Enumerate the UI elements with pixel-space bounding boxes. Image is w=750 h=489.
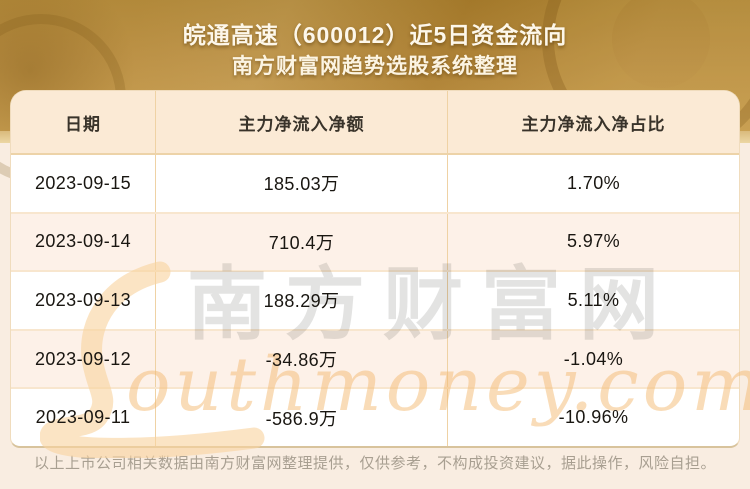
table-row: 2023-09-15 185.03万 1.70% — [11, 153, 739, 212]
cell-net-inflow: 710.4万 — [156, 213, 448, 271]
table-row: 2023-09-14 710.4万 5.97% — [11, 211, 739, 271]
cell-net-inflow: 188.29万 — [156, 272, 448, 329]
cell-net-inflow-ratio: -1.04% — [563, 348, 624, 369]
cell-net-inflow-ratio: 5.97% — [566, 231, 621, 252]
footer-disclaimer: 以上上市公司相关数据由南方财富网整理提供，仅供参考，不构成投资建议，据此操作，风… — [33, 455, 716, 472]
cell-net-inflow: 185.03万 — [156, 155, 448, 212]
cell-date: 2023-09-13 — [11, 272, 156, 329]
table-row: 2023-09-11 -586.9万 -10.96% — [11, 387, 739, 446]
cell-net-inflow-ratio: -10.96% — [558, 407, 629, 428]
cell-date: 2023-09-12 — [11, 330, 156, 388]
cell-net-inflow-ratio: 1.70% — [566, 172, 621, 193]
cell-date: 2023-09-14 — [11, 213, 156, 271]
cell-date: 2023-09-11 — [11, 389, 156, 446]
table-row: 2023-09-12 -34.86万 -1.04% — [11, 328, 739, 388]
fund-flow-table: 日期 主力净流入净额 主力净流入净占比 2023-09-15 185.03万 1… — [10, 90, 740, 448]
cell-net-inflow-ratio: 5.11% — [567, 289, 620, 310]
table-header-row: 日期 主力净流入净额 主力净流入净占比 — [11, 91, 739, 153]
cell-net-inflow: -34.86万 — [156, 330, 448, 388]
column-header-date: 日期 — [11, 91, 156, 153]
page-title: 皖通高速（600012）近5日资金流向 — [182, 22, 568, 48]
table-row: 2023-09-13 188.29万 5.11% — [11, 270, 739, 329]
cell-date: 2023-09-15 — [11, 155, 156, 212]
cell-net-inflow: -586.9万 — [156, 389, 448, 446]
column-header-net-inflow-ratio: 主力净流入净占比 — [521, 114, 666, 134]
page-subtitle: 南方财富网趋势选股系统整理 — [232, 55, 518, 78]
column-header-net-inflow: 主力净流入净额 — [156, 91, 448, 153]
